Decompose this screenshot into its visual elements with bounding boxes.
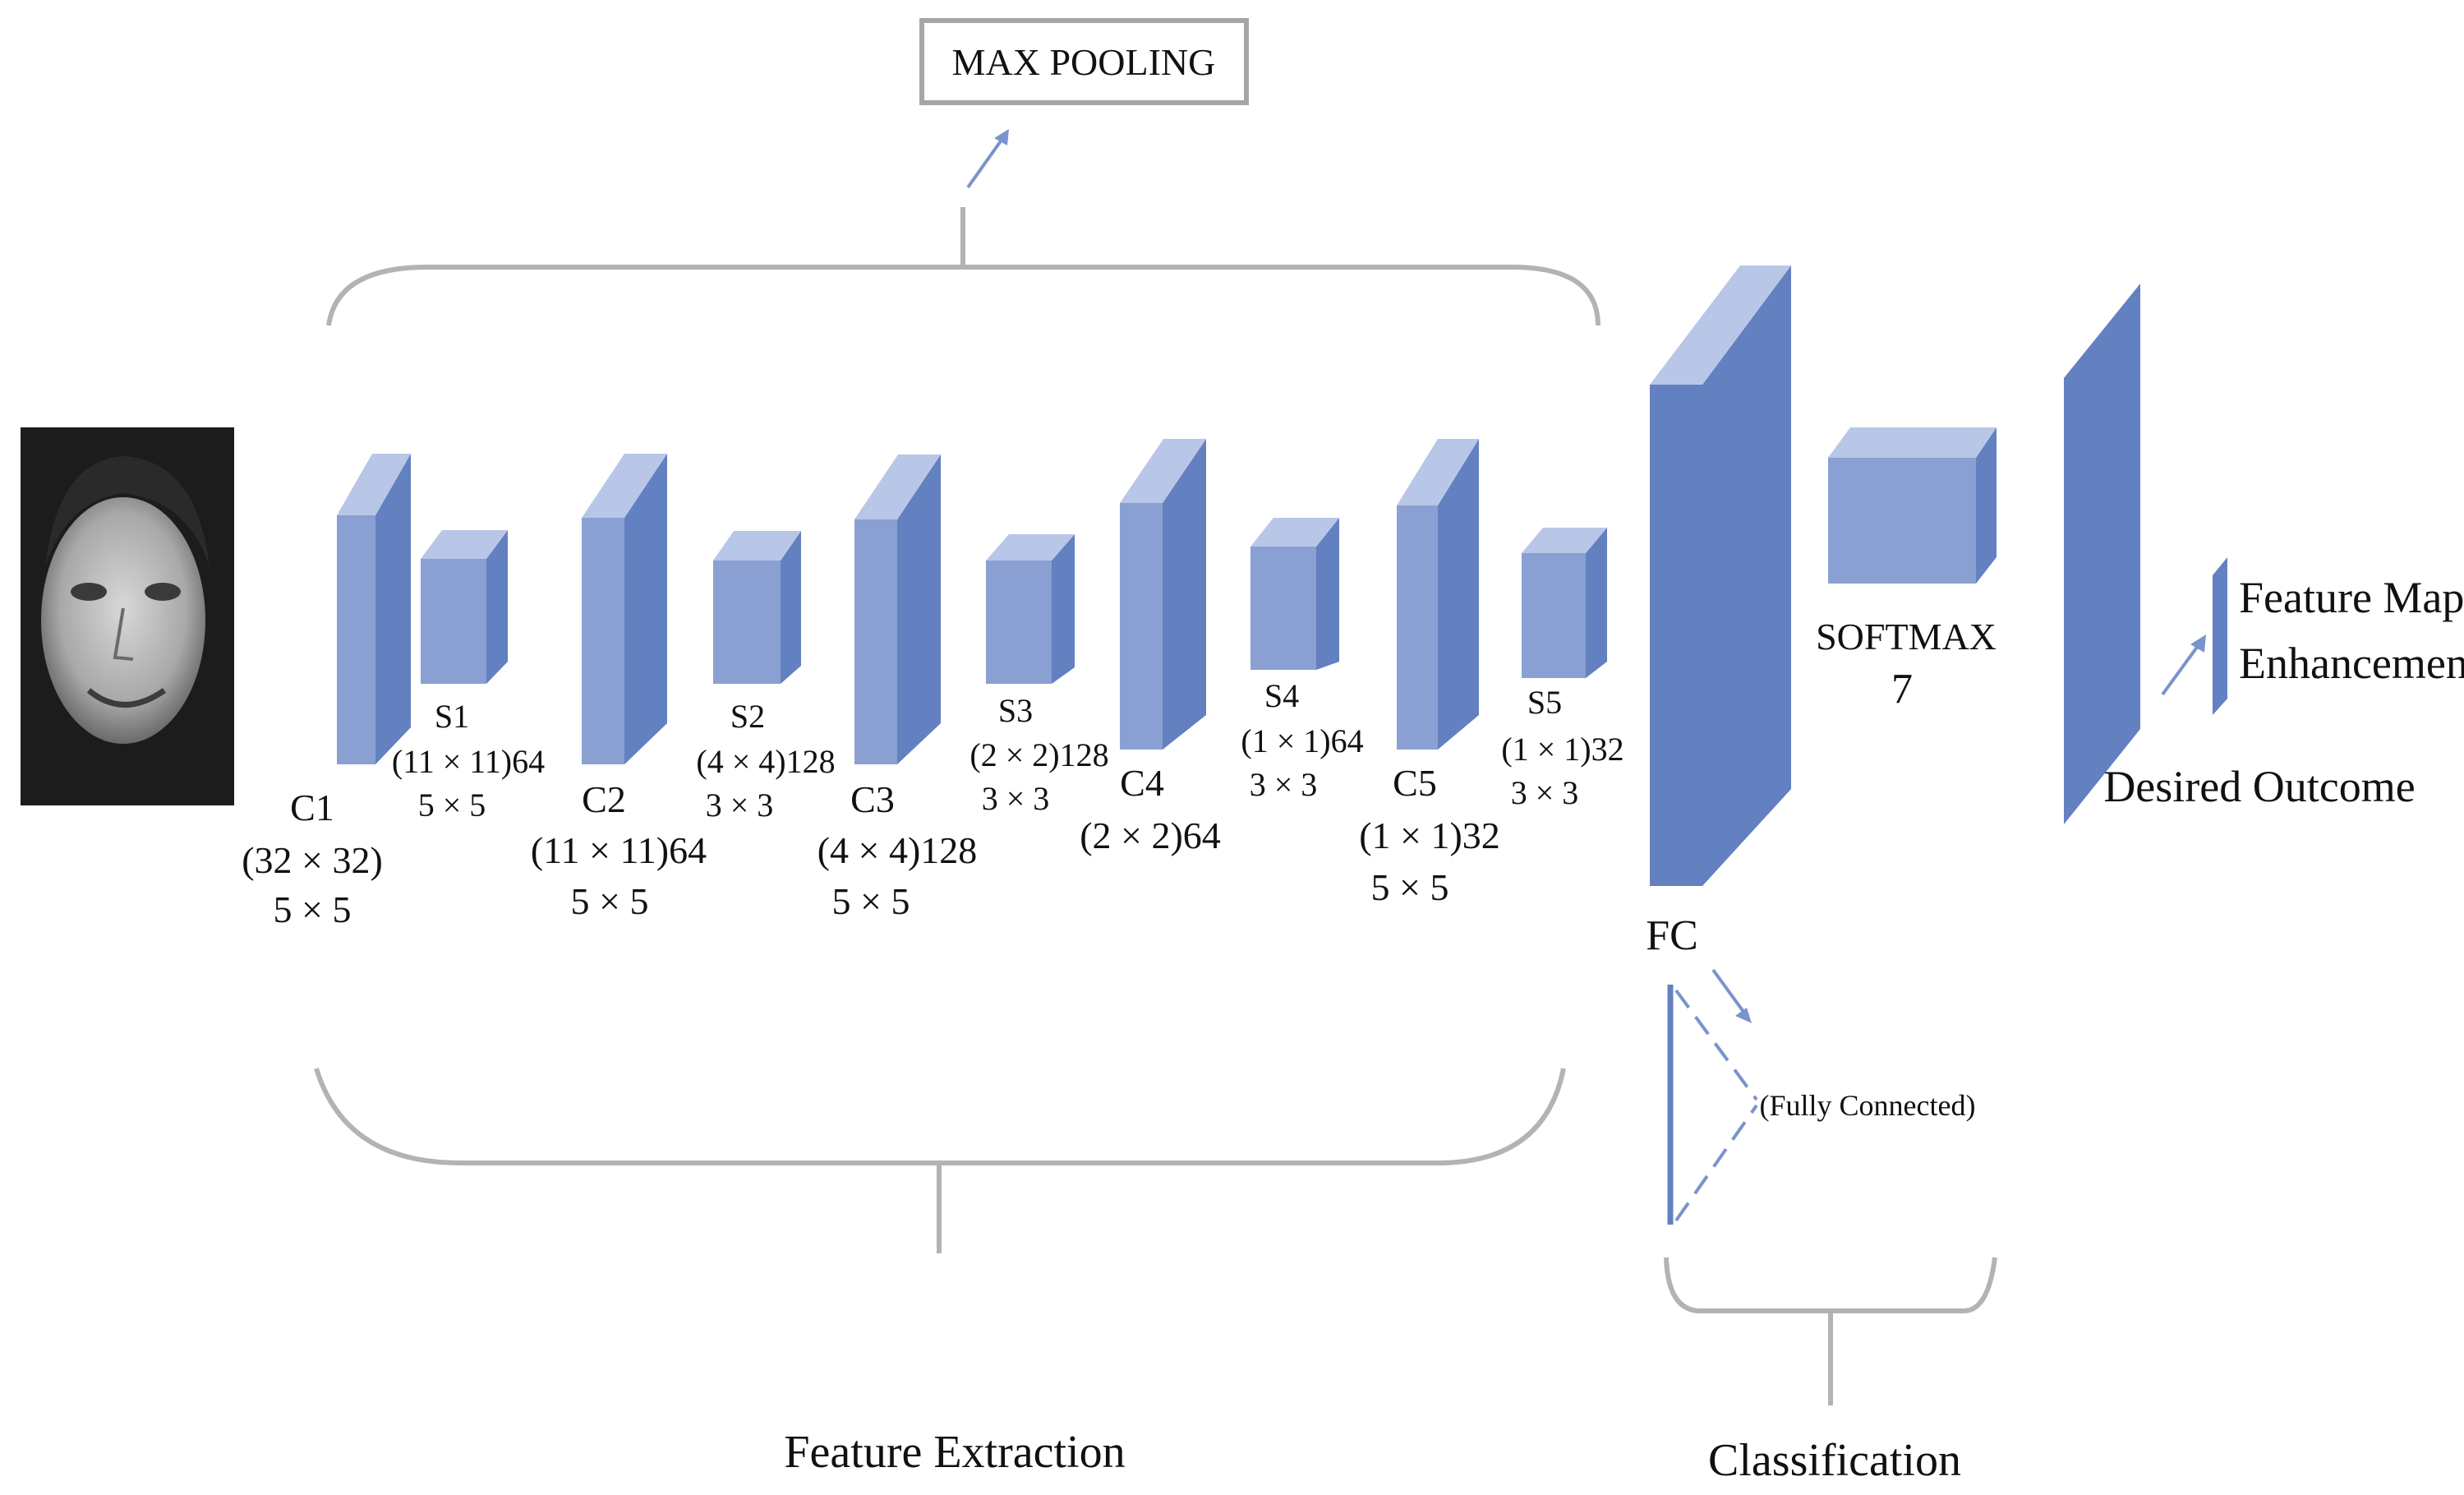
layer-c5-size: (1 × 1)32	[1359, 814, 1500, 856]
layer-s1-labels: S1 (11 × 11)64 5 × 5	[392, 698, 545, 824]
layer-s2-labels: S2 (4 × 4)128 3 × 3	[696, 698, 835, 824]
layer-c1-name: C1	[290, 787, 334, 828]
softmax-label: SOFTMAX	[1816, 616, 1997, 658]
layer-s1-kernel: 5 × 5	[418, 787, 486, 824]
layer-c5-kernel: 5 × 5	[1371, 866, 1449, 908]
layer-c1-size: (32 × 32)	[242, 839, 383, 881]
layer-c2-name: C2	[582, 778, 626, 820]
max-pooling-label: MAX POOLING	[952, 41, 1216, 83]
max-pooling-box: MAX POOLING	[919, 18, 1249, 105]
softmax-value: 7	[1891, 666, 1913, 713]
input-face-image	[21, 427, 234, 805]
desired-outcome-label: Desired Outcome	[2103, 762, 2415, 811]
layer-s1-name: S1	[435, 698, 469, 735]
layer-c1-kernel: 5 × 5	[274, 888, 352, 930]
layer-s5-labels: S5 (1 × 1)32 3 × 3	[1501, 684, 1623, 811]
layer-c1-labels: C1 (32 × 32) 5 × 5	[242, 787, 383, 930]
block-s4	[1250, 518, 1339, 670]
layer-s4-name: S4	[1264, 677, 1299, 714]
layer-c3-kernel: 5 × 5	[832, 880, 910, 922]
layer-c3-name: C3	[850, 778, 895, 820]
layer-c3-size: (4 × 4)128	[817, 829, 978, 871]
layer-c2-kernel: 5 × 5	[571, 880, 649, 922]
layer-c5-labels: C5 (1 × 1)32 5 × 5	[1359, 762, 1500, 908]
fc-label: FC	[1646, 912, 1698, 959]
classification-label: Classification	[1708, 1435, 1961, 1486]
layer-s4-kernel: 3 × 3	[1250, 766, 1318, 803]
block-fc	[1650, 265, 1791, 886]
layer-c5-name: C5	[1393, 762, 1437, 804]
layer-s4-size: (1 × 1)64	[1241, 722, 1363, 759]
layer-s3-labels: S3 (2 × 2)128 3 × 3	[969, 692, 1108, 817]
block-s5	[1522, 528, 1607, 678]
layer-s3-kernel: 3 × 3	[982, 780, 1050, 817]
layer-c4-name: C4	[1120, 762, 1164, 804]
block-c3	[854, 454, 941, 764]
block-s3	[986, 534, 1075, 684]
layer-s5-size: (1 × 1)32	[1501, 731, 1623, 768]
enhancement-line2: Enhancement	[2239, 639, 2464, 688]
layer-c3-labels: C3 (4 × 4)128 5 × 5	[817, 778, 978, 922]
fully-connected-label: (Fully Connected)	[1760, 1089, 1976, 1122]
layer-s4-labels: S4 (1 × 1)64 3 × 3	[1241, 677, 1363, 803]
classification-bracket	[1664, 1257, 1997, 1405]
layer-s2-size: (4 × 4)128	[696, 743, 835, 780]
feature-map-enhancement-block	[2213, 557, 2227, 715]
block-c5	[1397, 439, 1479, 750]
layer-s3-name: S3	[998, 692, 1033, 729]
layer-s5-name: S5	[1527, 684, 1562, 721]
layer-s5-kernel: 3 × 3	[1511, 774, 1579, 811]
layer-s2-name: S2	[730, 698, 765, 735]
feature-extraction-bottom-bracket	[314, 1068, 1566, 1253]
layer-s3-size: (2 × 2)128	[969, 736, 1108, 773]
max-pooling-arrow-icon	[966, 129, 1009, 189]
block-s2	[713, 531, 801, 684]
enhancement-line1: Feature Map	[2239, 573, 2464, 622]
layer-c4-labels: C4 (2 × 2)64	[1080, 762, 1221, 856]
block-s1	[421, 530, 508, 684]
block-desired-outcome	[2064, 284, 2140, 824]
layer-c4-size: (2 × 2)64	[1080, 814, 1221, 856]
block-c4	[1120, 439, 1206, 750]
fc-arrow-icon	[1711, 968, 1748, 1017]
layer-c2-labels: C2 (11 × 11)64 5 × 5	[531, 778, 707, 922]
layer-s2-kernel: 3 × 3	[706, 787, 774, 824]
block-softmax	[1828, 427, 1997, 584]
block-c1	[337, 454, 411, 764]
enhancement-arrow-icon	[2161, 634, 2206, 696]
fully-connected-detail	[1667, 968, 1758, 1225]
layer-s1-size: (11 × 11)64	[392, 743, 545, 780]
feature-extraction-top-bracket	[326, 207, 1600, 326]
feature-extraction-label: Feature Extraction	[784, 1427, 1125, 1478]
layer-c2-size: (11 × 11)64	[531, 829, 707, 871]
block-c2	[582, 454, 667, 764]
